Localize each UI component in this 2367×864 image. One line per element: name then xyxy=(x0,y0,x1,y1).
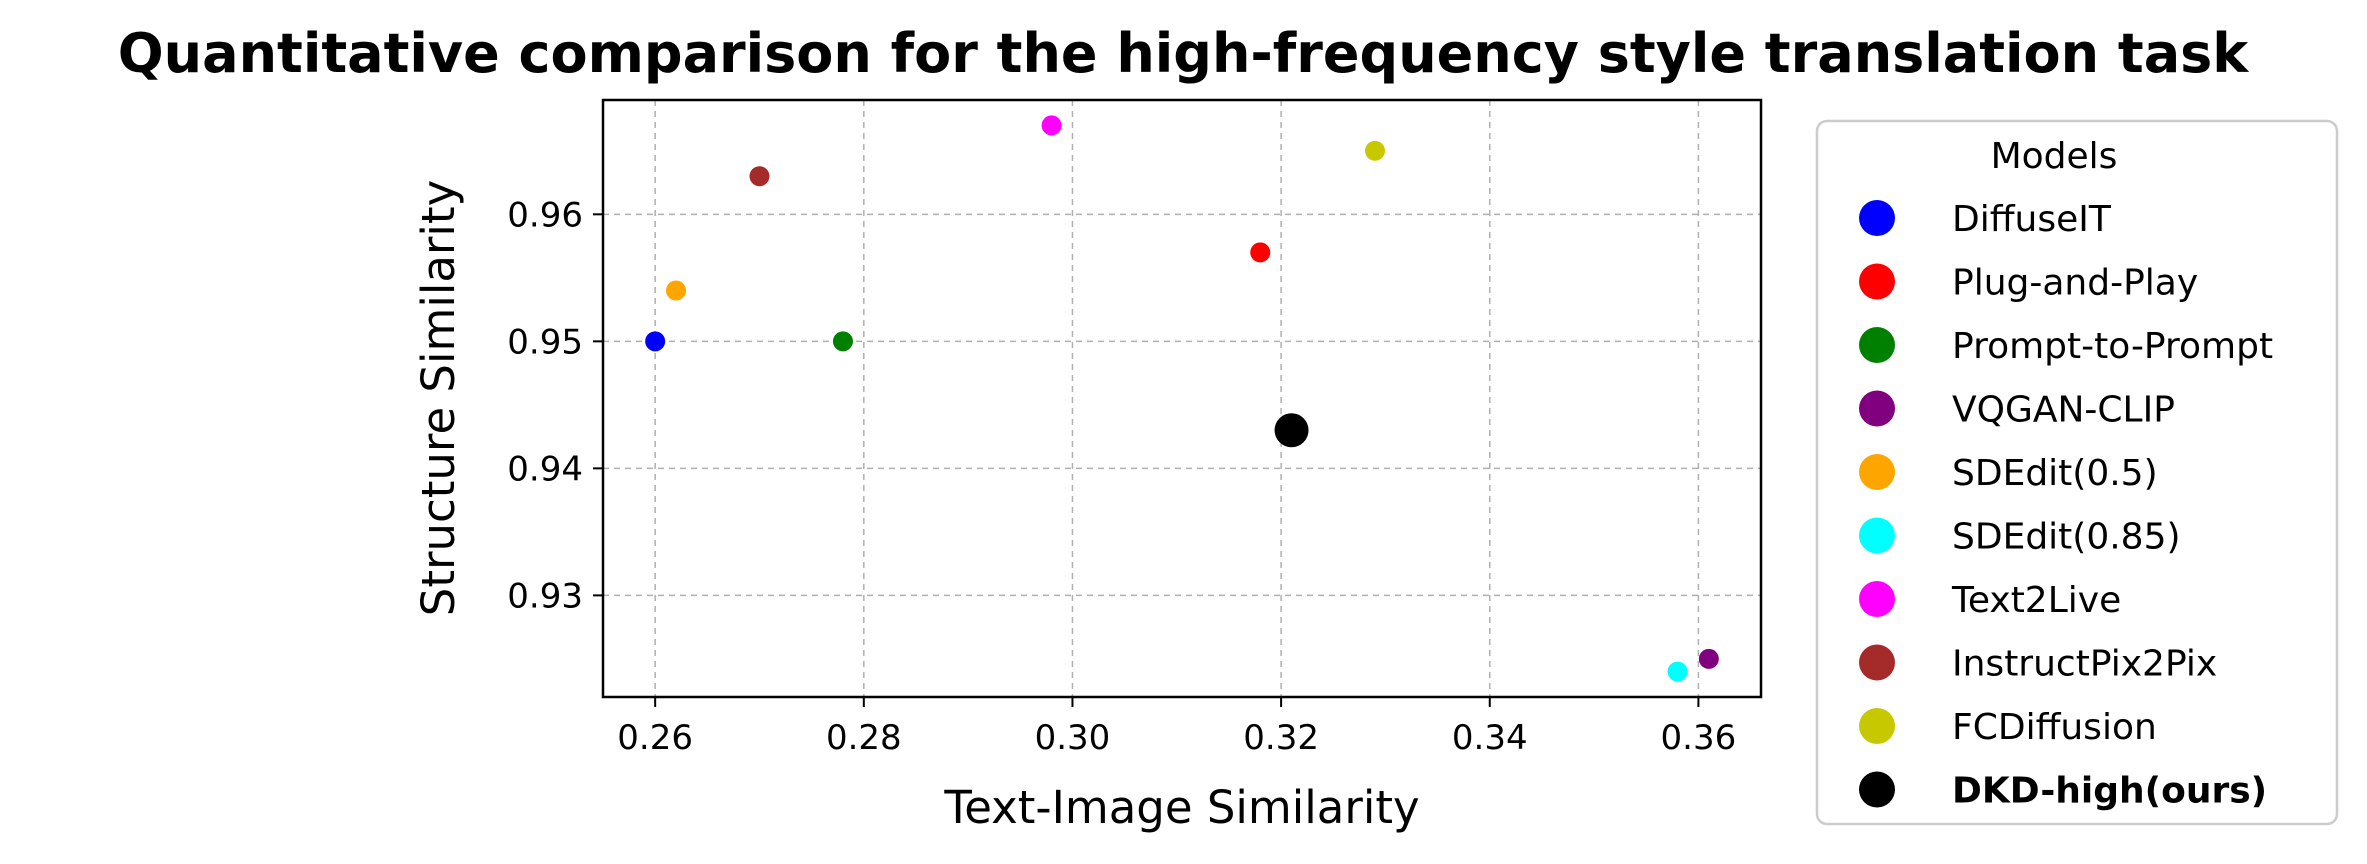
scatter-point xyxy=(832,331,853,352)
legend-marker xyxy=(1859,454,1895,490)
scatter-point xyxy=(749,166,770,187)
scatter-point xyxy=(1250,242,1271,263)
plot-area xyxy=(601,98,1763,699)
scatter-point xyxy=(1667,661,1688,682)
y-tick-label: 0.96 xyxy=(507,195,583,235)
scatter-points xyxy=(645,115,1719,682)
legend-label: DKD-high(ours) xyxy=(1952,771,2267,812)
legend-marker xyxy=(1859,771,1895,808)
scatter-point xyxy=(1274,413,1309,448)
y-axis-label: Structure Similarity xyxy=(412,180,465,616)
legend-marker xyxy=(1859,390,1895,427)
legend-marker xyxy=(1859,517,1895,554)
x-tick-label: 0.26 xyxy=(617,718,693,758)
legend-label: SDEdit(0.85) xyxy=(1952,517,2181,558)
legend-label: VQGAN-CLIP xyxy=(1952,390,2175,431)
x-tick-label: 0.36 xyxy=(1661,718,1737,758)
chart-title: Quantitative comparison for the high-fre… xyxy=(118,22,2250,85)
scatter-point xyxy=(645,331,666,352)
legend-label: Text2Live xyxy=(1951,580,2121,621)
legend-label: FCDiffusion xyxy=(1952,707,2157,748)
legend-label: Plug-and-Play xyxy=(1952,263,2198,304)
legend-label: DiffuseIT xyxy=(1952,199,2112,240)
legend-label: InstructPix2Pix xyxy=(1952,644,2217,685)
scatter-point xyxy=(1041,115,1062,136)
scatter-point xyxy=(666,280,687,301)
legend-marker xyxy=(1859,644,1895,681)
legend-title: Models xyxy=(1991,136,2118,177)
axis-ticks: 0.26 0.28 0.30 0.32 0.34 0.36 0.93 0.94 0.95 0.96 xyxy=(507,195,1736,758)
legend-marker xyxy=(1859,263,1895,300)
legend-label: Prompt-to-Prompt xyxy=(1952,326,2273,367)
legend-items: DiffuseIT Plug-and-Play Prompt-to-Prompt VQ… xyxy=(1859,199,2273,812)
y-tick-label: 0.93 xyxy=(507,576,583,616)
legend-marker xyxy=(1859,327,1895,363)
scatter-point xyxy=(1365,140,1385,161)
x-tick-label: 0.28 xyxy=(826,718,902,758)
x-tick-label: 0.34 xyxy=(1452,718,1528,758)
legend-marker xyxy=(1859,708,1895,744)
y-tick-label: 0.95 xyxy=(507,322,583,362)
legend-marker xyxy=(1859,581,1895,617)
y-tick-label: 0.94 xyxy=(507,449,583,489)
legend-box xyxy=(1815,119,2339,826)
legend-label: SDEdit(0.5) xyxy=(1952,453,2158,494)
legend: Models DiffuseIT Plug-and-Play Prompt-to-P… xyxy=(1815,119,2339,826)
grid-lines xyxy=(603,100,1761,697)
scatter-point xyxy=(1698,648,1719,669)
x-axis-label: Text-Image Similarity xyxy=(943,781,1419,834)
x-tick-label: 0.32 xyxy=(1243,718,1319,758)
x-tick-label: 0.30 xyxy=(1035,718,1111,758)
legend-marker xyxy=(1859,200,1895,236)
